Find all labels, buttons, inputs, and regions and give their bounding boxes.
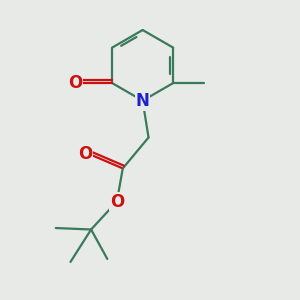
- Text: O: O: [78, 145, 92, 163]
- Text: N: N: [136, 92, 150, 110]
- Text: O: O: [68, 74, 83, 92]
- Text: O: O: [110, 193, 124, 211]
